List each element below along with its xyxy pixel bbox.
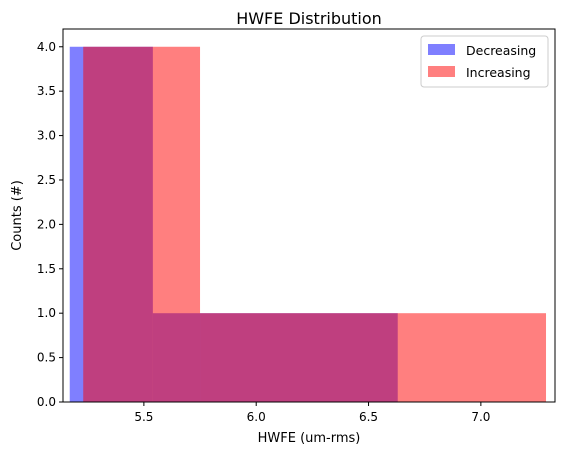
bar-increasing-1	[200, 313, 547, 402]
y-tick-label: 3.5	[37, 84, 56, 98]
y-tick-label: 1.5	[37, 262, 56, 276]
legend-swatch-decreasing	[428, 44, 455, 55]
legend: Decreasing Increasing	[420, 35, 549, 88]
y-tick-label: 2.0	[37, 217, 56, 231]
y-tick-label: 4.0	[37, 40, 56, 54]
y-tick-label: 1.0	[37, 306, 56, 320]
plot-frame	[62, 28, 556, 403]
legend-label-increasing: Increasing	[466, 65, 531, 80]
y-tick-label: 0.5	[37, 351, 56, 365]
chart-title: HWFE Distribution	[236, 9, 382, 28]
y-axis-ticks: 0.0 0.5 1.0 1.5 2.0 2.5 3.0 3.5 4.0	[37, 40, 63, 409]
x-tick-label: 6.0	[247, 410, 266, 424]
legend-swatch-increasing	[428, 66, 455, 77]
y-tick-label: 2.5	[37, 173, 56, 187]
bar-increasing-0	[83, 46, 201, 403]
y-axis-label: Counts (#)	[10, 180, 25, 251]
x-tick-label: 6.5	[359, 410, 378, 424]
x-tick-label: 5.5	[134, 410, 153, 424]
y-tick-label: 3.0	[37, 129, 56, 143]
bars-layer	[69, 46, 547, 403]
x-axis-label: HWFE (um-rms)	[258, 431, 361, 446]
y-tick-label: 0.0	[37, 395, 56, 409]
x-axis-ticks: 5.5 6.0 6.5 7.0	[134, 402, 490, 424]
x-tick-label: 7.0	[471, 410, 490, 424]
legend-label-decreasing: Decreasing	[466, 43, 536, 58]
